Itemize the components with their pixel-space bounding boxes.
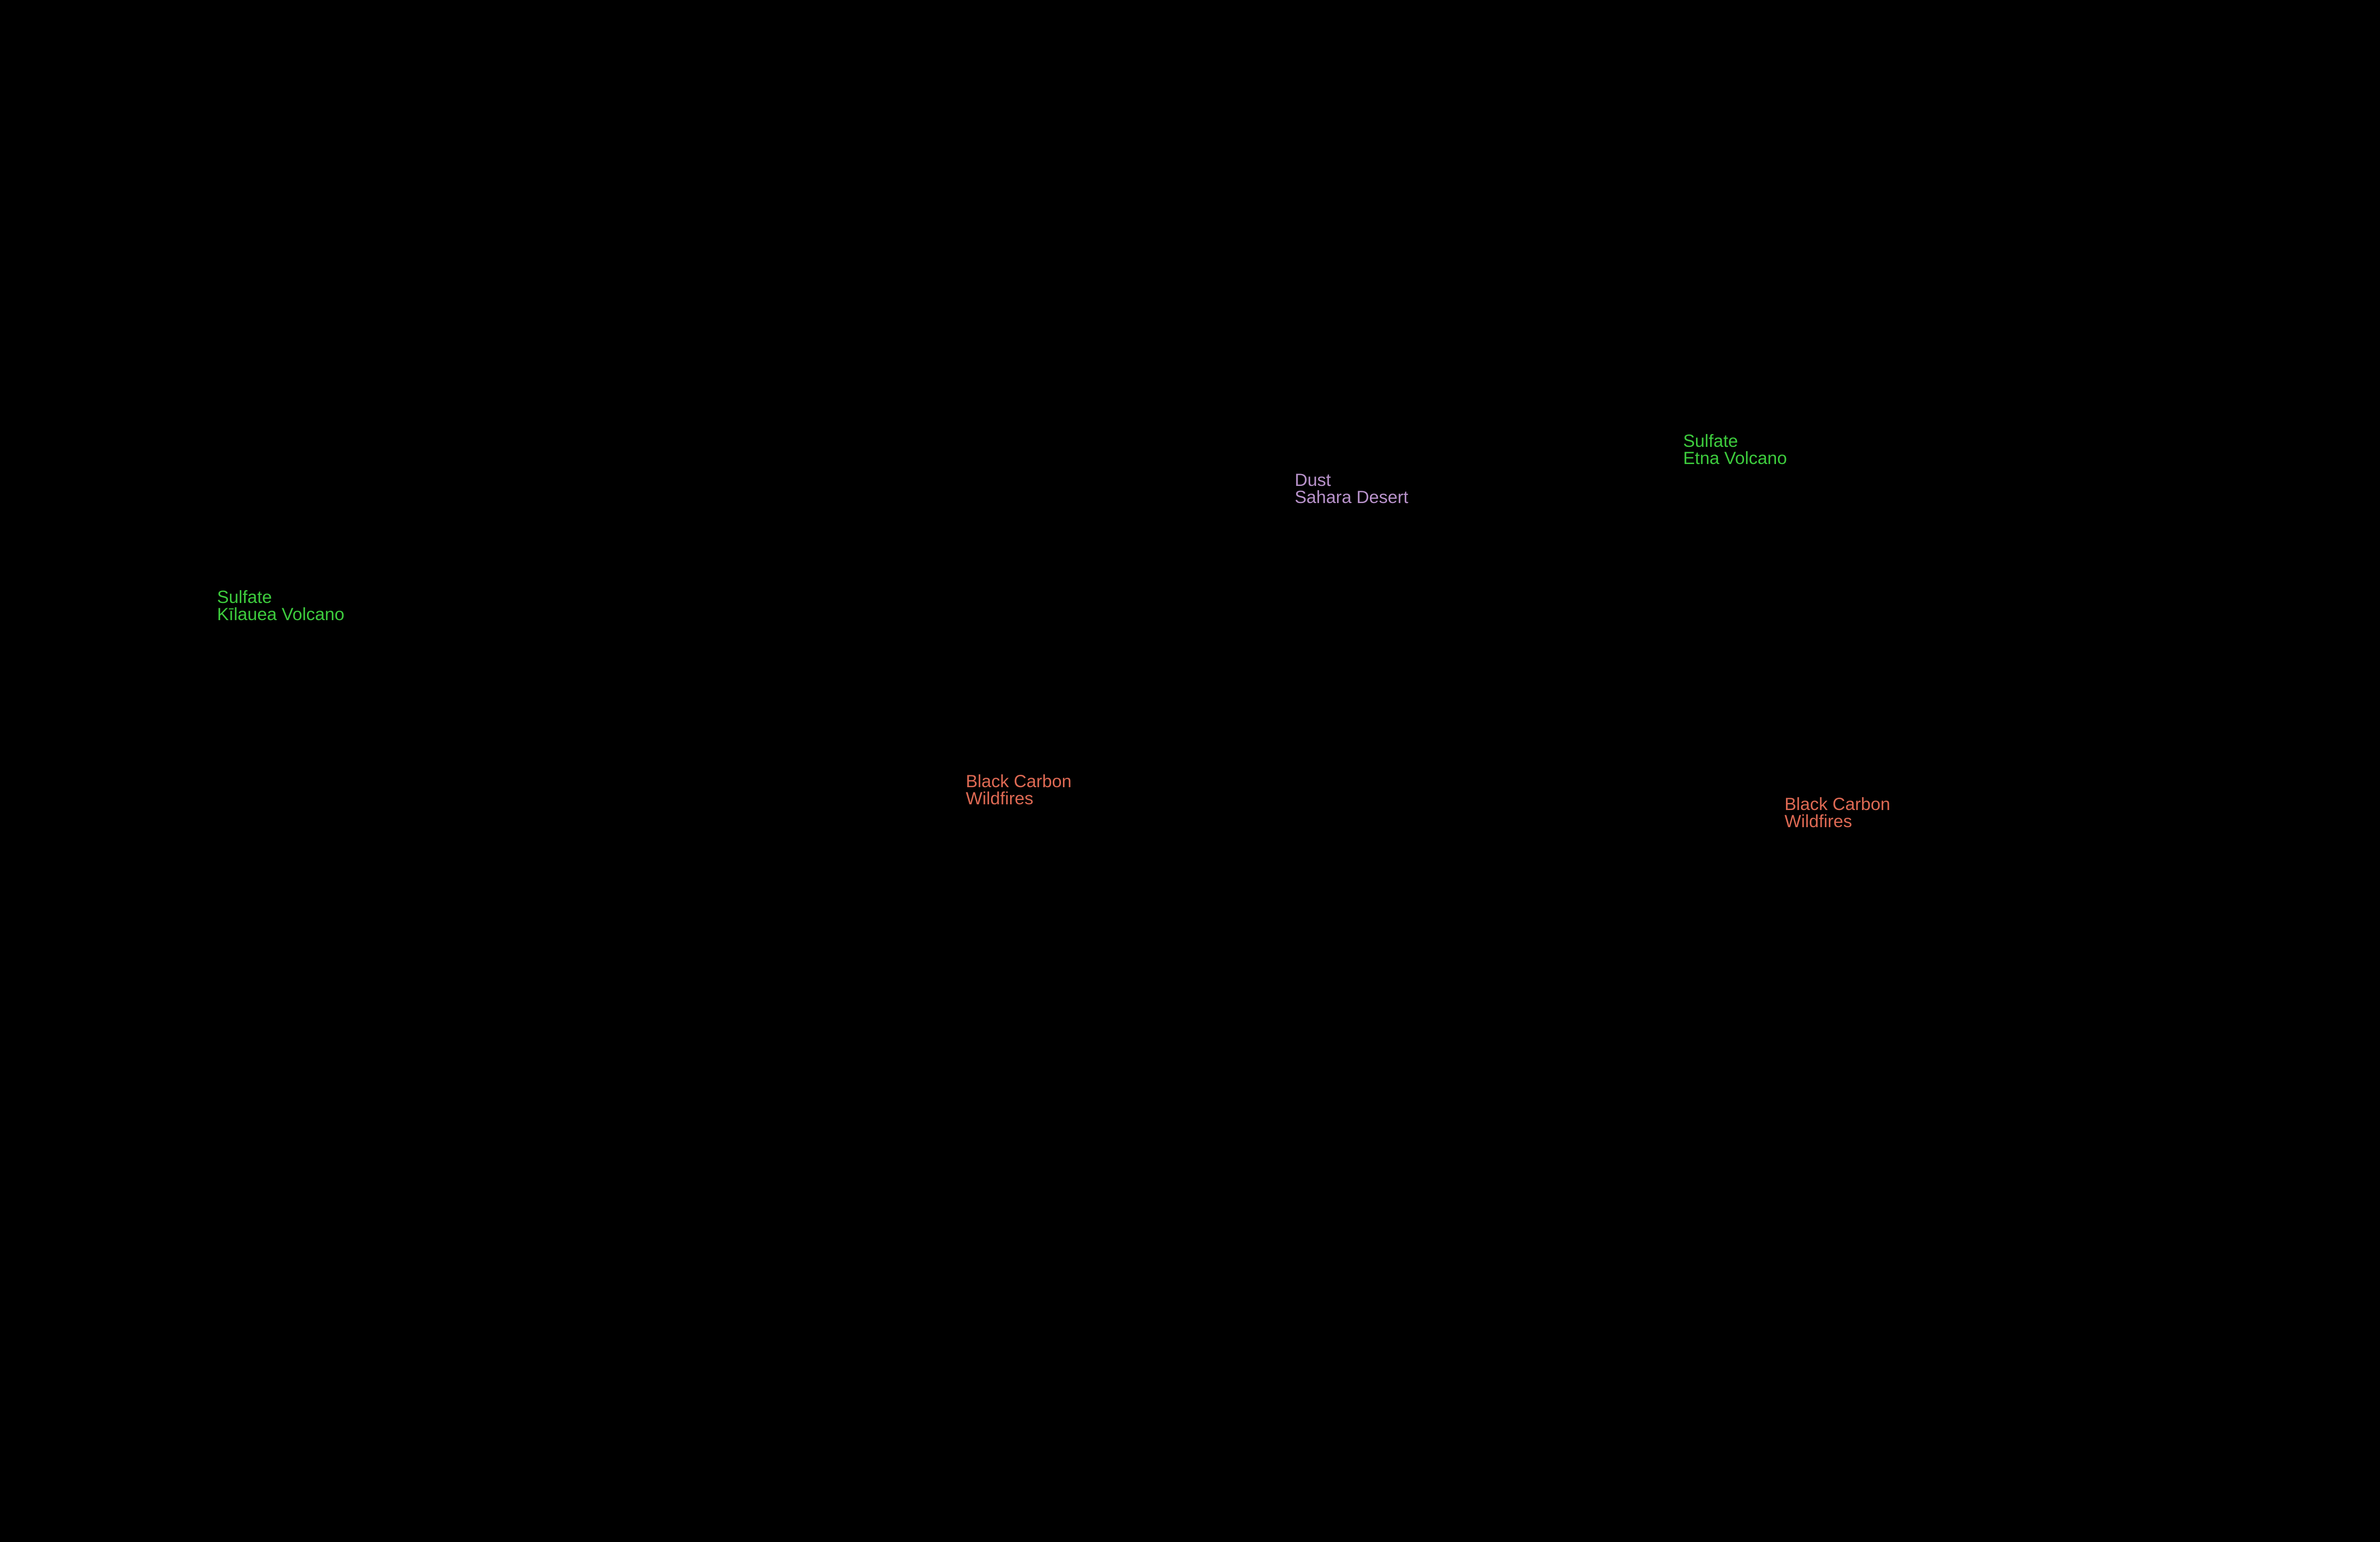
aerosol-source-label: Etna Volcano [1683, 448, 1787, 468]
aerosol-source-label: Wildfires [1785, 811, 1852, 831]
aerosol-type-label: Dust [1295, 470, 1331, 490]
aerosol-label-blackcarbon-wildfires-west: Black Carbon Wildfires [966, 771, 1072, 808]
aerosol-label-sulfate-kilauea: Sulfate Kīlauea Volcano [217, 587, 345, 624]
aerosol-type-label: Sulfate [217, 587, 272, 607]
aerosol-label-blackcarbon-wildfires-east: Black Carbon Wildfires [1785, 794, 1891, 831]
aerosol-source-label: Kīlauea Volcano [217, 604, 345, 624]
aerosol-label-sulfate-etna: Sulfate Etna Volcano [1683, 431, 1787, 468]
aerosol-source-label: Sahara Desert [1295, 487, 1408, 507]
aerosol-type-label: Sulfate [1683, 431, 1738, 451]
aerosol-source-label: Wildfires [966, 789, 1033, 808]
aerosol-type-label: Black Carbon [1785, 794, 1891, 814]
aerosol-label-dust-sahara: Dust Sahara Desert [1295, 470, 1408, 507]
aerosol-type-label: Black Carbon [966, 771, 1072, 791]
